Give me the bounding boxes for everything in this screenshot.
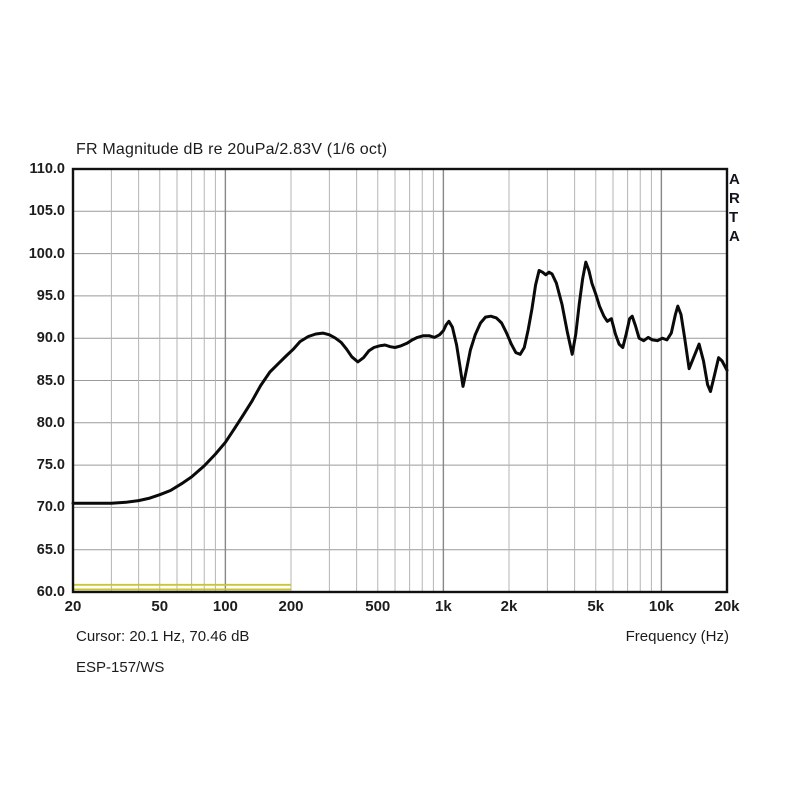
x-tick-label: 2k xyxy=(500,598,518,615)
x-tick-label: 100 xyxy=(212,598,238,615)
cursor-readout: Cursor: 20.1 Hz, 70.46 dB xyxy=(76,628,250,645)
y-tick-label: 100.0 xyxy=(28,245,65,262)
x-tick-label: 1k xyxy=(435,598,452,615)
x-tick-label: 20 xyxy=(64,598,82,615)
y-tick-label: 105.0 xyxy=(28,203,65,220)
x-tick-label: 10k xyxy=(648,598,674,615)
fr-response-curve xyxy=(71,260,729,505)
arta-logo: ARTA xyxy=(729,171,740,245)
x-axis-title: Frequency (Hz) xyxy=(625,628,729,645)
plot-frame xyxy=(71,167,729,594)
x-tick-label: 500 xyxy=(365,598,391,615)
y-tick-label: 110.0 xyxy=(29,161,66,177)
y-tick-label: 65.0 xyxy=(36,541,65,558)
y-tick-label: 75.0 xyxy=(36,457,65,474)
y-tick-label: 80.0 xyxy=(36,414,65,431)
x-tick-label: 5k xyxy=(587,598,605,615)
y-tick-label: 90.0 xyxy=(36,330,65,347)
y-tick-label: 95.0 xyxy=(36,287,65,304)
x-tick-label: 200 xyxy=(278,598,304,615)
y-tick-label: 85.0 xyxy=(36,372,65,389)
x-tick-label: 50 xyxy=(151,598,169,615)
chart-title: FR Magnitude dB re 20uPa/2.83V (1/6 oct) xyxy=(76,141,388,158)
y-tick-label: 70.0 xyxy=(36,499,65,516)
device-label: ESP-157/WS xyxy=(76,659,165,676)
x-tick-label: 20k xyxy=(714,598,740,615)
y-tick-label: 60.0 xyxy=(36,584,65,600)
